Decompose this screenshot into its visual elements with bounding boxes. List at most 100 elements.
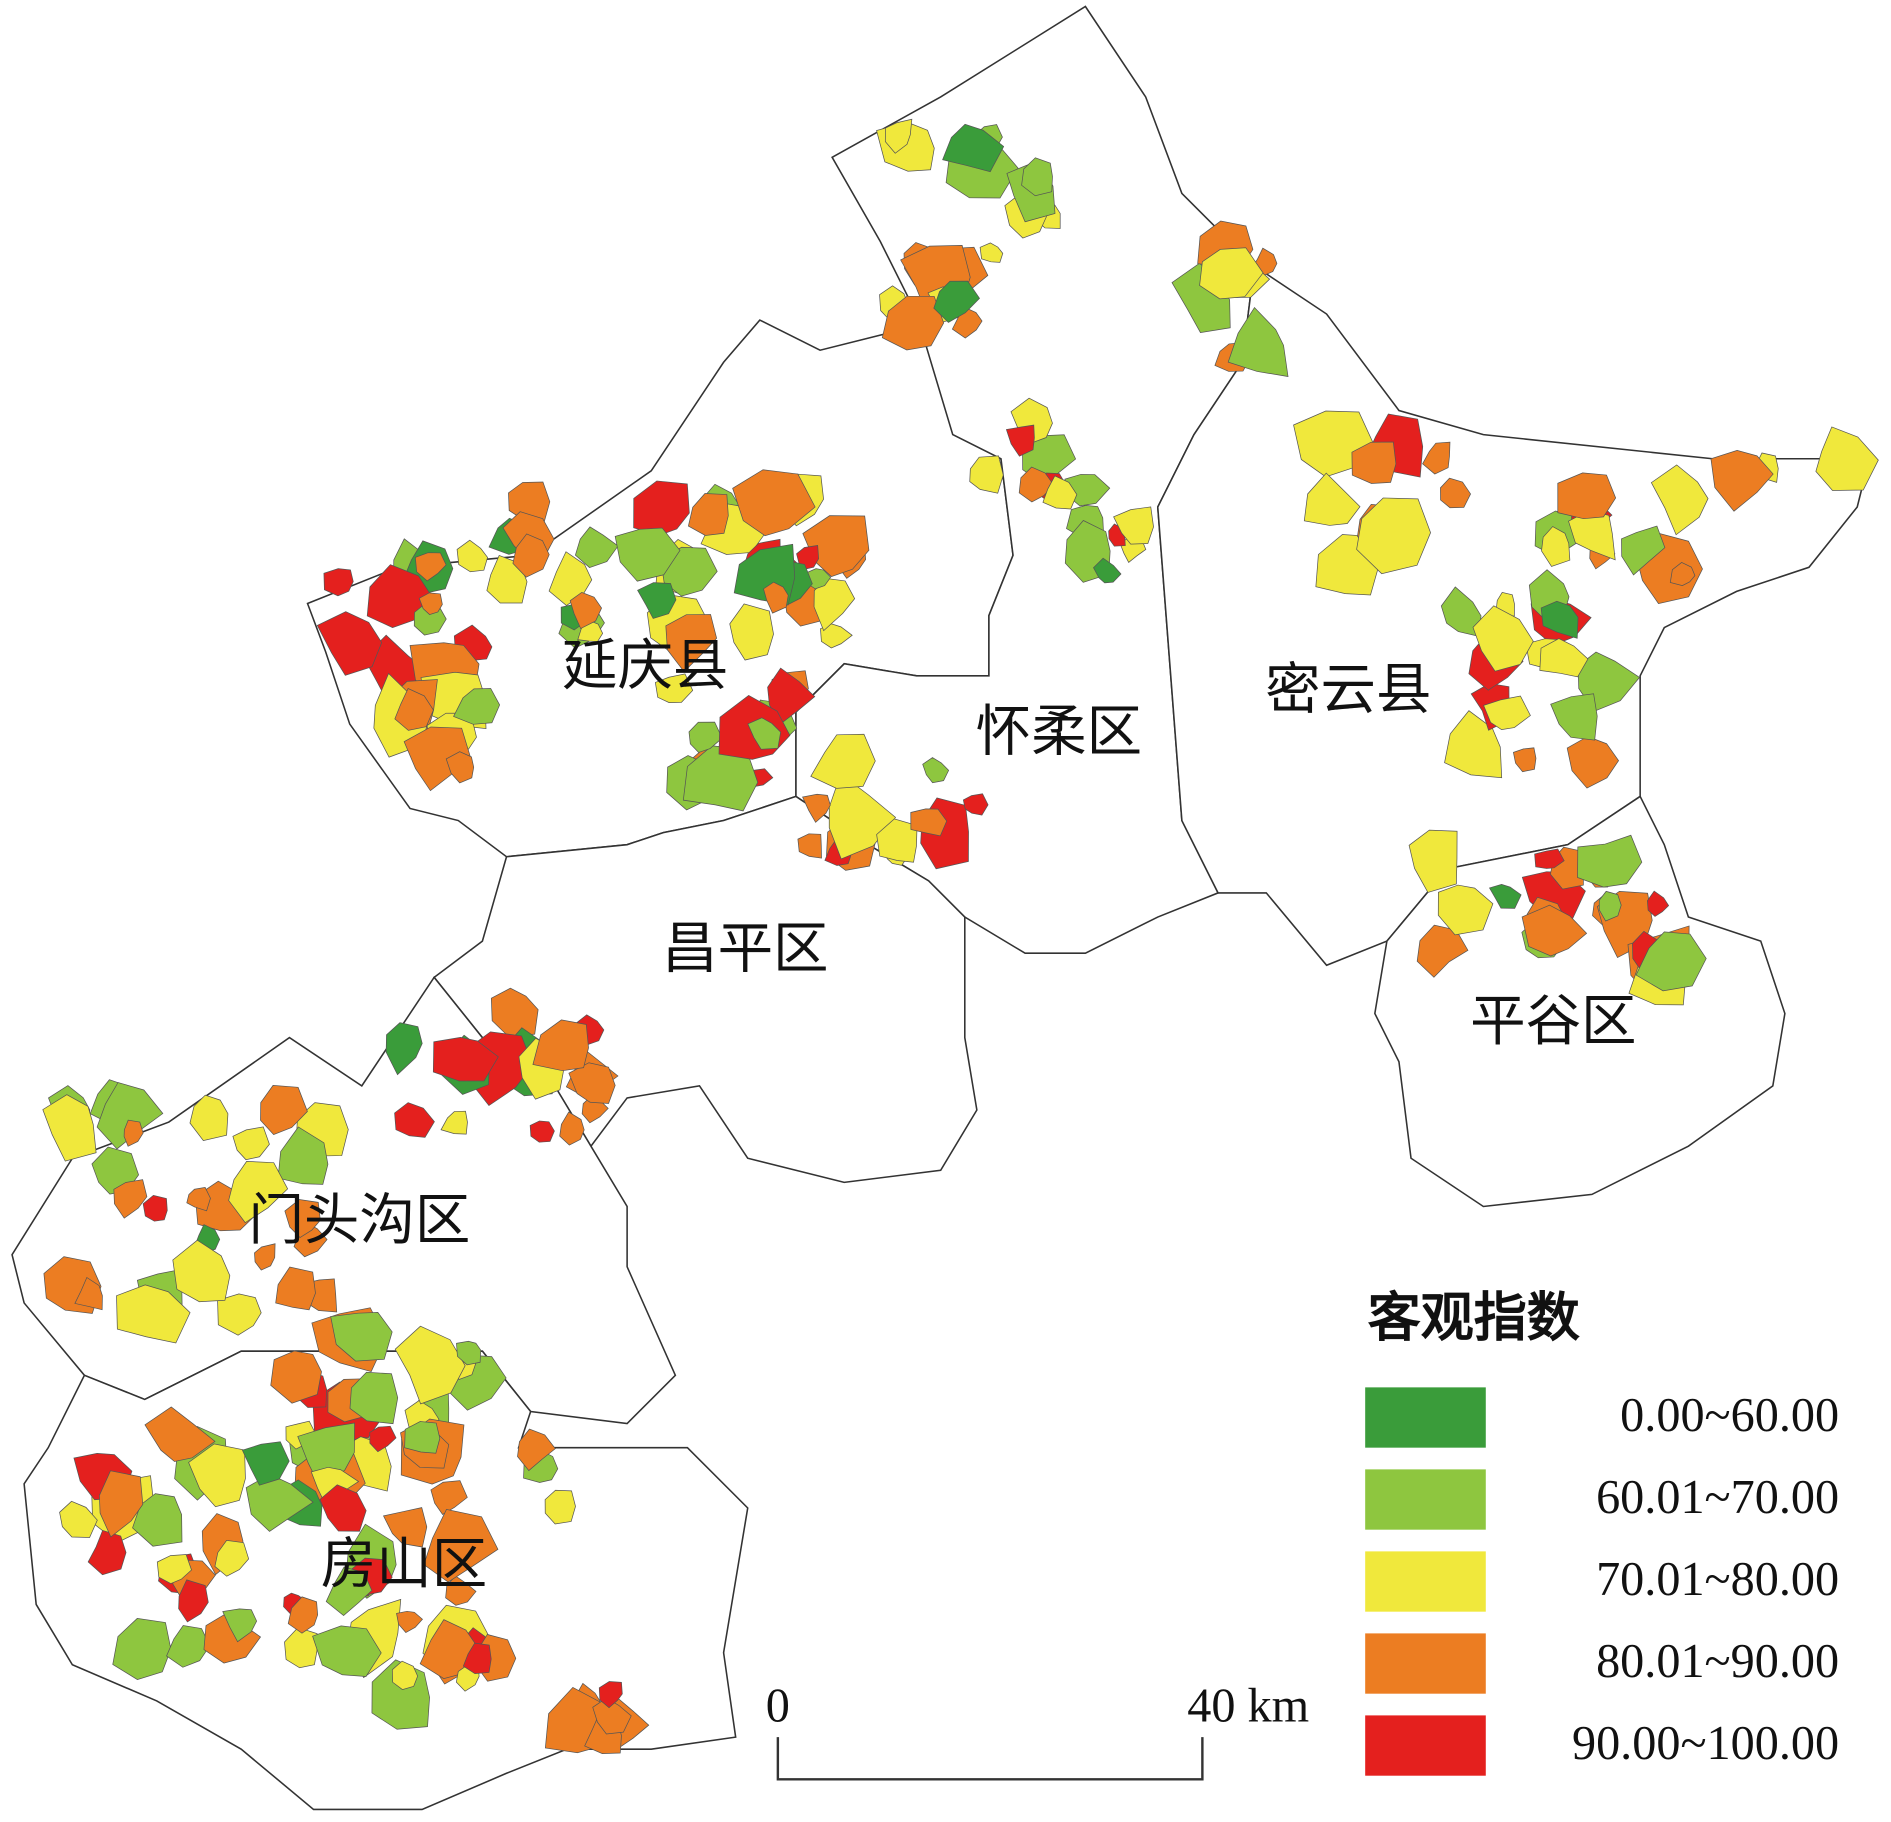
village-patch: [1351, 441, 1397, 484]
village-patch: [767, 667, 816, 725]
village-patch: [382, 1507, 428, 1548]
village-patch: [592, 1697, 632, 1735]
village-patch: [172, 1239, 231, 1303]
village-patch: [1422, 441, 1451, 475]
village-patch: [922, 757, 950, 784]
village-patch: [112, 1618, 172, 1680]
village-patch: [391, 1660, 419, 1690]
village-patch: [979, 242, 1004, 263]
village-patch: [559, 1111, 585, 1146]
village-patch: [1669, 562, 1696, 587]
village-patch: [813, 578, 856, 632]
village-patch: [394, 688, 434, 731]
legend-label: 60.01~70.00: [1596, 1471, 1839, 1524]
legend-label: 90.00~100.00: [1572, 1717, 1839, 1770]
village-patch: [687, 493, 729, 536]
legend-swatch: [1365, 1633, 1486, 1694]
village-patch: [156, 1554, 192, 1584]
village-patch: [59, 1500, 98, 1538]
village-patch: [99, 1470, 144, 1538]
village-patch: [688, 721, 723, 753]
village-patch: [1440, 586, 1482, 637]
village-patch: [1005, 424, 1035, 457]
legend-label: 80.01~90.00: [1596, 1635, 1839, 1688]
village-patch: [633, 480, 690, 536]
village-patch: [189, 1094, 229, 1142]
village-patch: [284, 1199, 321, 1239]
legend-title: 客观指数: [1368, 1287, 1581, 1349]
village-patch: [569, 591, 602, 630]
village-patch: [614, 527, 681, 582]
village-patch: [1408, 829, 1458, 893]
village-patch: [881, 295, 945, 351]
district-label: 平谷区: [1470, 990, 1636, 1054]
district-label: 房山区: [321, 1533, 487, 1597]
village-patch: [330, 1311, 393, 1362]
village-patch: [1512, 747, 1537, 773]
village-patch: [404, 1421, 441, 1454]
village-patch: [270, 1350, 322, 1404]
village-patch: [820, 623, 853, 649]
village-patch: [462, 1642, 492, 1675]
village-patch: [222, 1608, 258, 1643]
village-patch: [116, 1284, 191, 1344]
village-patch: [166, 1625, 211, 1668]
village-patch: [1199, 247, 1264, 300]
village-patch: [1647, 890, 1670, 917]
village-patch: [962, 793, 989, 816]
village-patch: [456, 539, 488, 573]
legend-swatch: [1365, 1387, 1486, 1448]
village-patch: [385, 1022, 423, 1076]
village-patch: [637, 582, 677, 619]
village-patch: [323, 568, 354, 597]
village-patch: [942, 123, 1005, 173]
village-patch: [254, 1243, 276, 1271]
village-patch: [1534, 848, 1565, 869]
village-patch: [1539, 638, 1589, 678]
village-patch: [1042, 475, 1078, 510]
village-patch: [810, 733, 876, 789]
village-patch: [142, 1194, 168, 1222]
village-patch: [654, 673, 694, 703]
district-label: 门头沟区: [248, 1189, 470, 1253]
village-patch: [228, 1160, 289, 1224]
village-patch: [1598, 890, 1622, 922]
village-patch: [245, 1473, 314, 1532]
village-patch: [369, 1425, 397, 1453]
village-patch: [403, 726, 472, 792]
village-patch: [665, 614, 718, 673]
legend-label: 0.00~60.00: [1620, 1389, 1839, 1442]
village-patch: [1018, 466, 1055, 503]
village-patch: [123, 1119, 144, 1147]
village-patch: [418, 592, 443, 615]
village-patch: [394, 1325, 466, 1405]
village-patch: [1227, 306, 1289, 377]
village-patch: [1577, 834, 1643, 888]
village-patch: [884, 118, 913, 154]
village-patch: [797, 833, 822, 859]
village-patch: [1568, 510, 1616, 561]
legend-swatch: [1365, 1715, 1486, 1776]
village-patch: [574, 526, 619, 568]
village-patch: [1521, 904, 1588, 957]
village-patch: [74, 1276, 103, 1311]
village-patch: [910, 808, 948, 837]
village-patch: [178, 1579, 209, 1623]
village-patch: [440, 1110, 468, 1135]
village-patch: [969, 455, 1004, 494]
village-patch: [349, 1371, 399, 1425]
village-patch: [1550, 693, 1598, 741]
village-patch: [42, 1094, 97, 1162]
village-patch: [1540, 600, 1579, 639]
village-patch: [1021, 157, 1053, 197]
village-patch: [598, 1681, 623, 1709]
village-patch: [1710, 450, 1774, 512]
village-patch: [277, 1126, 329, 1185]
village-patch: [113, 1179, 148, 1219]
village-patch: [796, 545, 819, 570]
village-patch: [214, 1540, 250, 1577]
scale-end: 40 km: [1187, 1680, 1309, 1733]
village-patch: [1815, 426, 1879, 491]
village-patch: [1113, 506, 1154, 545]
village-patch: [132, 1493, 183, 1547]
